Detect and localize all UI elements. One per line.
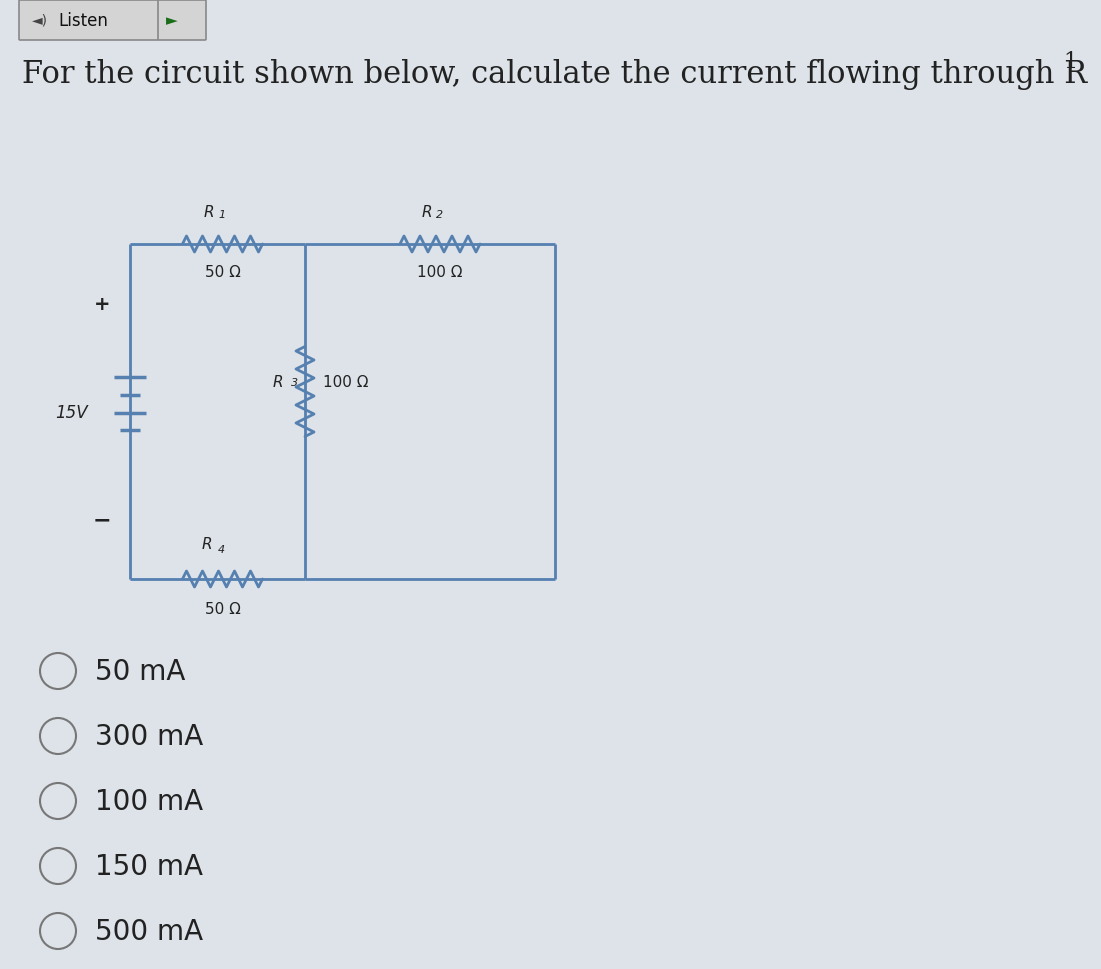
Text: 100 Ω: 100 Ω [417,265,462,280]
Text: 100 mA: 100 mA [95,787,203,815]
Text: 500 mA: 500 mA [95,917,203,945]
Text: 150 mA: 150 mA [95,852,203,880]
Text: R: R [201,537,212,551]
Text: 50 Ω: 50 Ω [205,265,240,280]
Text: 3: 3 [291,377,298,387]
Text: 4: 4 [218,545,225,554]
Text: +: + [94,296,110,314]
Text: ►: ► [166,14,178,28]
Text: 50 Ω: 50 Ω [205,602,240,616]
Text: 100 Ω: 100 Ω [323,375,369,390]
Text: 2: 2 [436,209,443,220]
Text: 1: 1 [1062,51,1077,73]
Text: 1: 1 [218,209,226,220]
Text: ◄): ◄) [32,14,48,28]
FancyBboxPatch shape [19,1,206,41]
Text: For the circuit shown below, calculate the current flowing through R: For the circuit shown below, calculate t… [22,59,1087,90]
Text: R: R [272,375,283,390]
Text: Listen: Listen [58,12,108,30]
Text: 300 mA: 300 mA [95,722,204,750]
Text: 50 mA: 50 mA [95,657,185,685]
Text: R: R [422,204,432,220]
Text: −: − [92,510,111,529]
Text: 15V: 15V [55,403,88,422]
Text: R: R [204,204,215,220]
